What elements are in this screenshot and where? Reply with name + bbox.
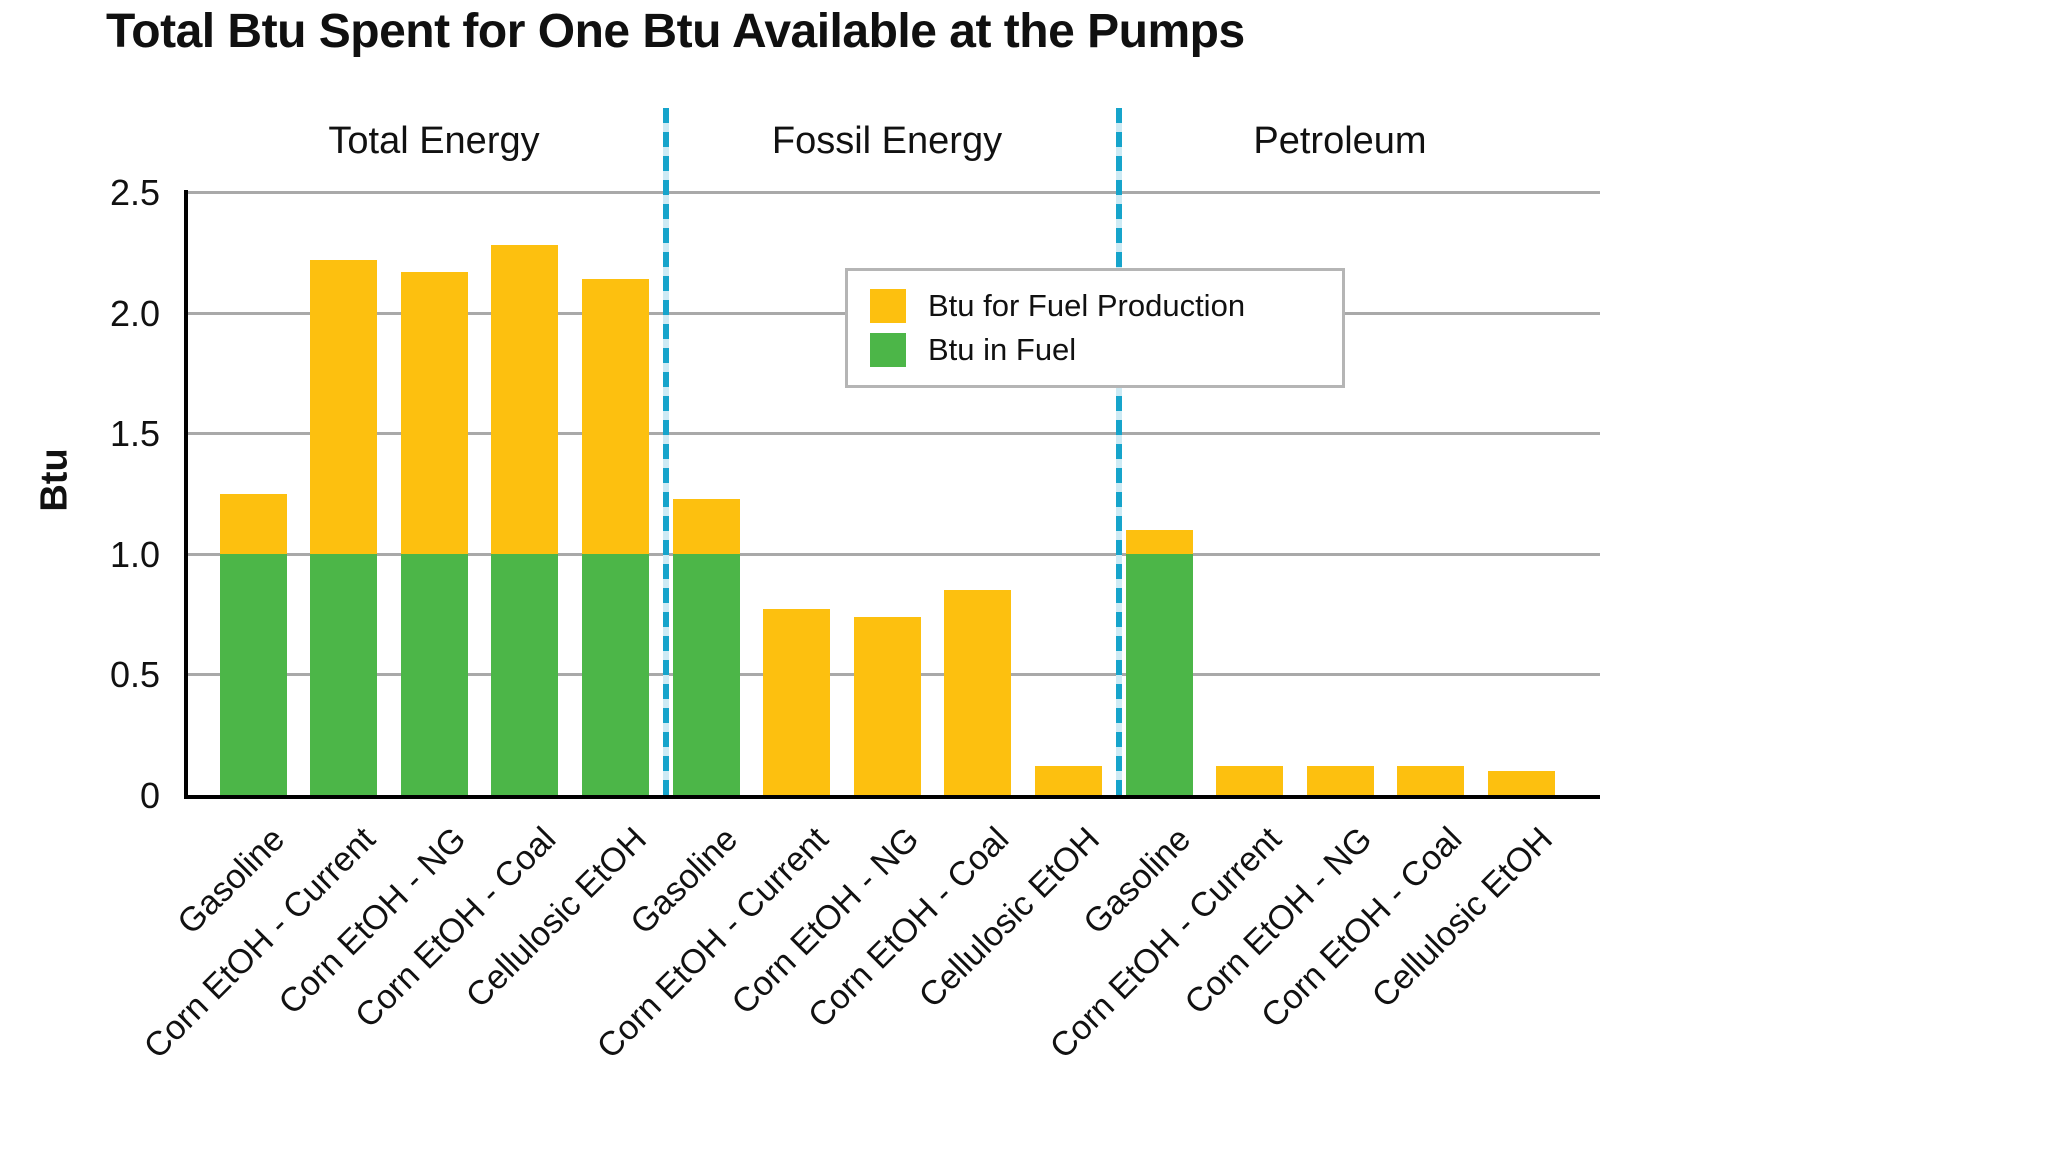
y-tick-label: 1.5	[109, 413, 160, 454]
y-axis-line	[184, 190, 188, 799]
bar-segment-btu-for-fuel-production	[401, 272, 468, 554]
bar-segment-btu-for-fuel-production	[1488, 771, 1555, 795]
bar-segment-btu-in-fuel	[673, 554, 740, 795]
x-axis-line	[184, 795, 1600, 799]
bar-segment-btu-for-fuel-production	[763, 609, 830, 795]
legend-box: Btu for Fuel Production Btu in Fuel	[845, 268, 1345, 388]
y-tick-label: 0.5	[109, 654, 160, 695]
bar-segment-btu-in-fuel	[491, 554, 558, 795]
legend-label-fuel-production: Btu for Fuel Production	[928, 288, 1246, 323]
y-tick-label: 2.0	[109, 293, 160, 334]
section-header: Fossil Energy	[771, 120, 1003, 162]
legend-item-btu-in-fuel: Btu in Fuel	[870, 332, 1342, 368]
chart-title: Total Btu Spent for One Btu Available at…	[106, 5, 1245, 58]
bar-segment-btu-in-fuel	[1126, 554, 1193, 795]
bar-segment-btu-for-fuel-production	[582, 279, 649, 554]
bar-segment-btu-for-fuel-production	[491, 245, 558, 554]
section-separator-line	[663, 108, 669, 795]
bar-segment-btu-for-fuel-production	[1216, 766, 1283, 795]
legend-swatch-fuel-production-icon	[870, 289, 906, 323]
bar-segment-btu-in-fuel	[401, 554, 468, 795]
y-tick-label: 2.5	[109, 172, 160, 213]
section-header: Total Energy	[328, 120, 540, 162]
bar-segment-btu-for-fuel-production	[220, 494, 287, 554]
bar-segment-btu-for-fuel-production	[310, 260, 377, 554]
bar-segment-btu-for-fuel-production	[1035, 766, 1102, 795]
legend-item-fuel-production: Btu for Fuel Production	[870, 288, 1342, 324]
y-tick-label: 0	[139, 775, 160, 816]
gridline	[188, 432, 1600, 435]
bar-segment-btu-in-fuel	[582, 554, 649, 795]
gridline	[188, 191, 1600, 194]
bar-segment-btu-for-fuel-production	[1126, 530, 1193, 554]
bar-segment-btu-in-fuel	[220, 554, 287, 795]
bar-segment-btu-for-fuel-production	[673, 499, 740, 554]
bar-segment-btu-in-fuel	[310, 554, 377, 795]
section-separator-line	[1116, 108, 1122, 795]
legend-swatch-btu-in-fuel-icon	[870, 333, 906, 367]
section-header: Petroleum	[1253, 120, 1427, 162]
bar-segment-btu-for-fuel-production	[1397, 766, 1464, 795]
bar-segment-btu-for-fuel-production	[944, 590, 1011, 795]
y-axis-label: Btu	[33, 448, 76, 512]
bar-segment-btu-for-fuel-production	[854, 617, 921, 795]
gridline	[188, 553, 1600, 556]
legend-label-btu-in-fuel: Btu in Fuel	[928, 332, 1077, 367]
bar-segment-btu-for-fuel-production	[1307, 766, 1374, 795]
y-tick-label: 1.0	[109, 534, 160, 575]
